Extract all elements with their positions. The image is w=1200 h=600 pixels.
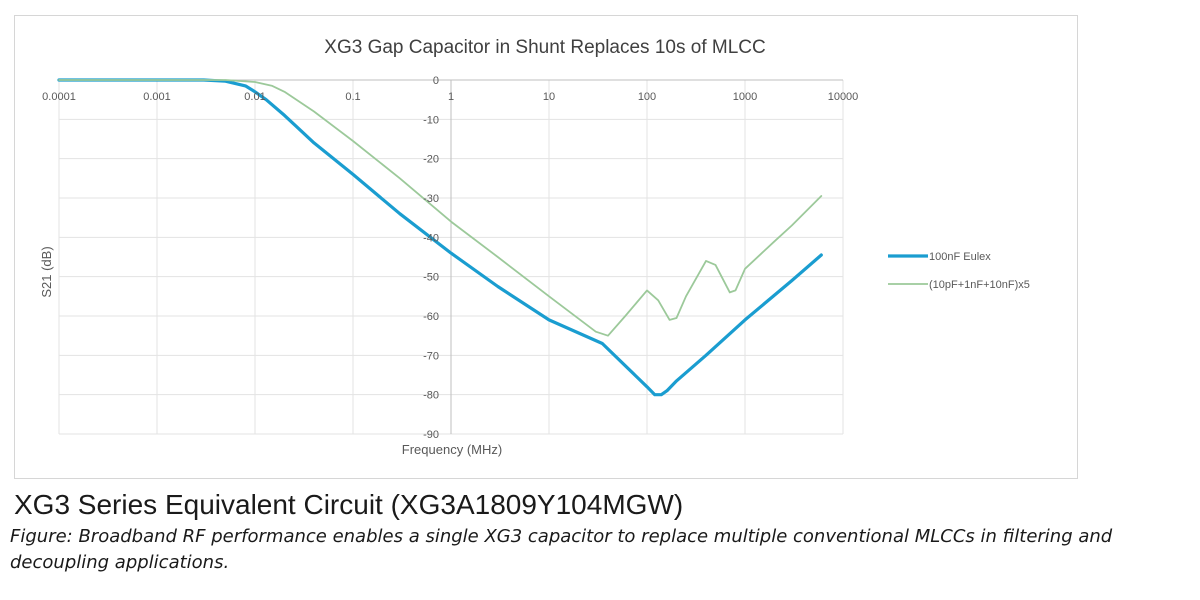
y-tick-label: -10: [423, 114, 439, 126]
y-tick-label: 0: [433, 75, 439, 87]
chart-title: XG3 Gap Capacitor in Shunt Replaces 10s …: [324, 37, 765, 58]
y-tick-label: -60: [423, 311, 439, 323]
chart-svg: XG3 Gap Capacitor in Shunt Replaces 10s …: [39, 37, 1030, 457]
x-axis-label: Frequency (MHz): [402, 442, 502, 457]
series-lines: [57, 78, 823, 397]
x-tick-label: 10: [543, 91, 555, 103]
figure-heading: XG3 Series Equivalent Circuit (XG3A1809Y…: [14, 489, 684, 520]
tick-labels: 0.0001 0.001 0.01 0.1 1 10 100 1000 10000 0 -10 -20…: [42, 75, 858, 441]
legend: 100nF Eulex (10pF+1nF+10nF)x5: [888, 251, 1030, 291]
figure-caption: Figure: Broadband RF performance enables…: [10, 526, 1113, 573]
y-tick-label: -90: [423, 429, 439, 441]
chart-frame: XG3 Gap Capacitor in Shunt Replaces 10s …: [14, 15, 1078, 479]
y-tick-label: -80: [423, 390, 439, 402]
x-tick-label: 0.01: [244, 91, 265, 103]
x-tick-label: 0.1: [345, 91, 360, 103]
x-tick-label: 100: [638, 91, 656, 103]
y-tick-label: -40: [423, 232, 439, 244]
y-tick-label: -20: [423, 154, 439, 166]
x-tick-label: 10000: [828, 91, 859, 103]
y-tick-label: -30: [423, 193, 439, 205]
legend-label: 100nF Eulex: [929, 251, 991, 263]
series-line-1: [57, 78, 823, 397]
y-tick-label: -70: [423, 350, 439, 362]
x-tick-label: 0.001: [143, 91, 171, 103]
y-axis-label: S21 (dB): [39, 246, 54, 297]
x-tick-label: 1: [448, 91, 454, 103]
x-tick-label: 1000: [733, 91, 757, 103]
x-tick-label: 0.0001: [42, 91, 76, 103]
axes: [59, 79, 843, 434]
legend-label: (10pF+1nF+10nF)x5: [929, 279, 1030, 291]
y-tick-label: -50: [423, 272, 439, 284]
series-line-2: [58, 79, 823, 337]
